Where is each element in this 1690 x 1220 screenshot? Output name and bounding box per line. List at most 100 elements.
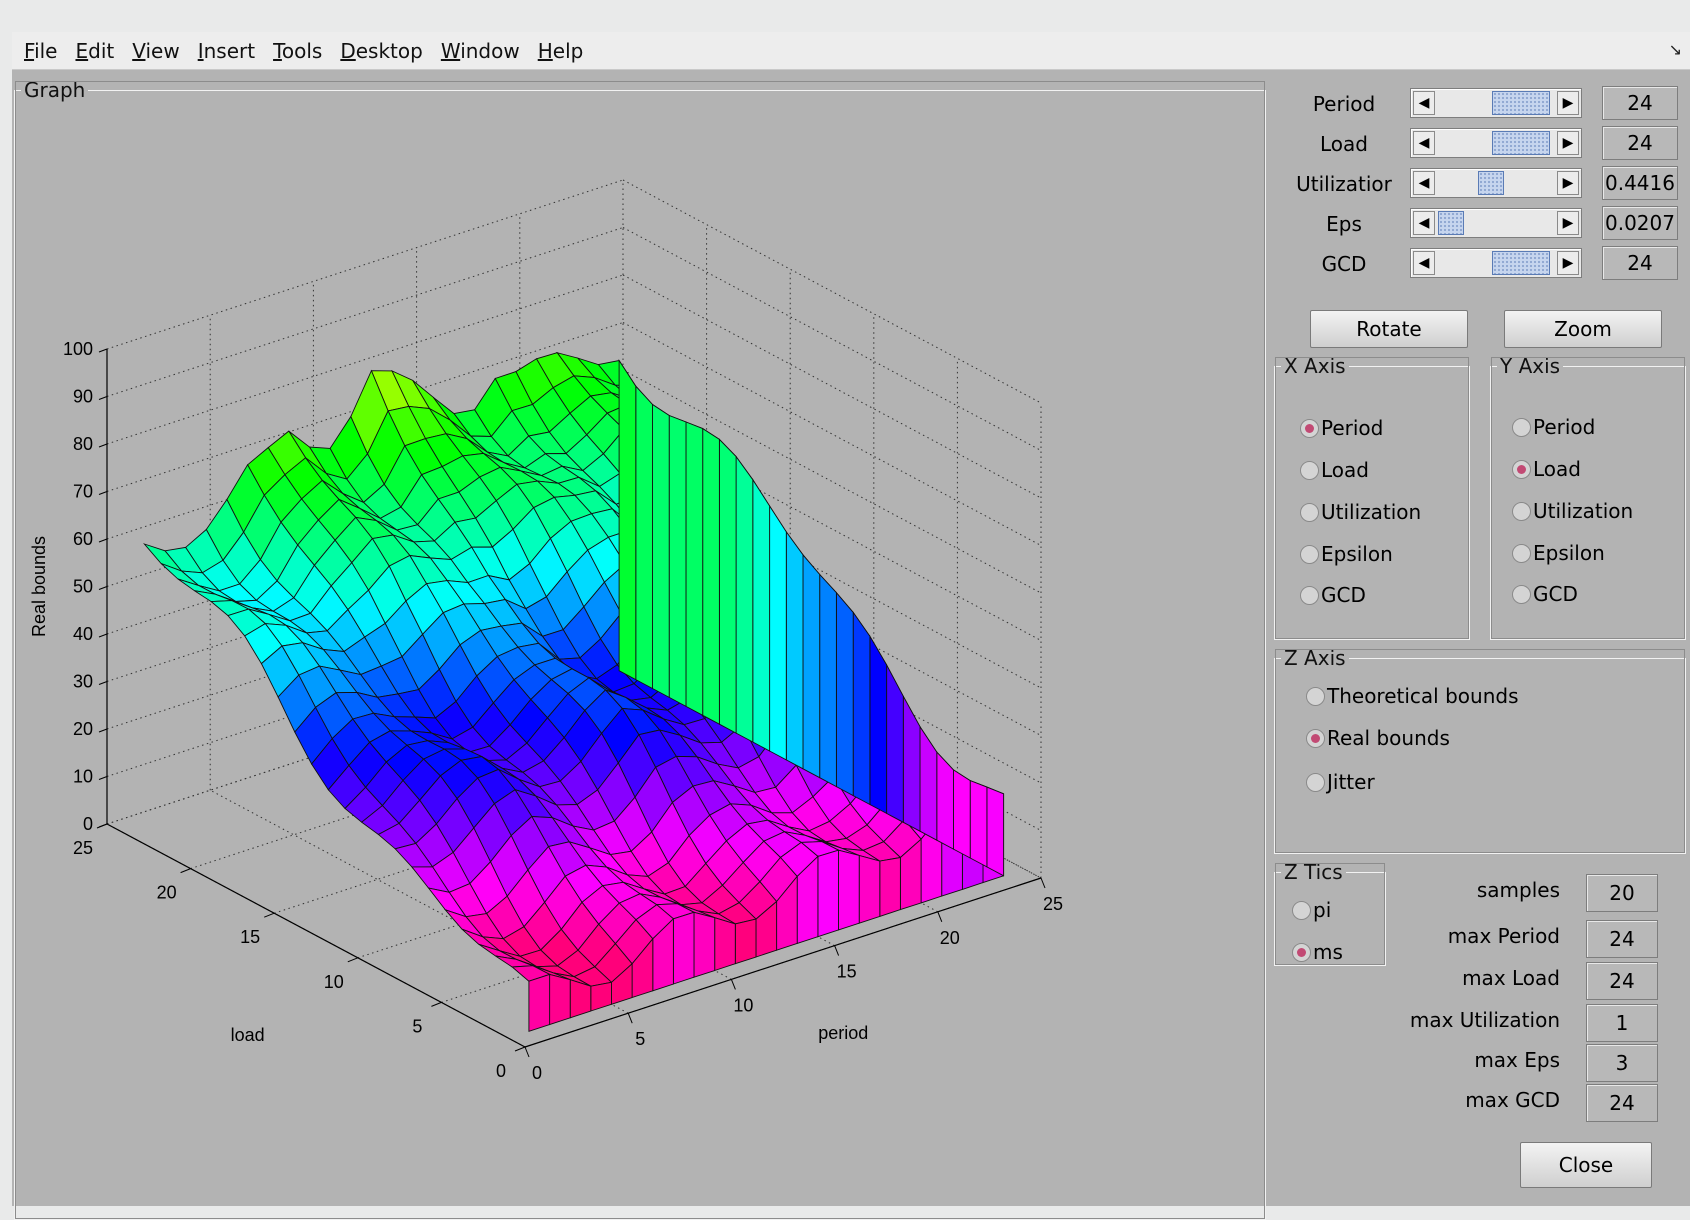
z-tick-mark	[98, 633, 108, 638]
menu-window[interactable]: Window	[440, 38, 520, 63]
radio-label: Utilization	[1533, 499, 1634, 523]
slider-left-arrow-icon[interactable]: ◀	[1413, 211, 1435, 235]
close-button[interactable]: Close	[1520, 1142, 1652, 1188]
menu-help[interactable]: Help	[537, 38, 584, 63]
radio-label: Jitter	[1327, 770, 1375, 794]
max-utilization-label: max Utilization	[1409, 1008, 1560, 1032]
menu-view[interactable]: View	[132, 38, 180, 63]
period-value[interactable]: 24	[1602, 86, 1678, 120]
z-axis-option-theoretical[interactable]: Theoretical bounds	[1306, 684, 1518, 708]
eps-slider[interactable]: ◀ ▶	[1410, 208, 1582, 238]
max-eps-field[interactable]: 3	[1586, 1044, 1658, 1082]
x-axis-option-gcd[interactable]: GCD	[1300, 583, 1366, 607]
slider-thumb[interactable]	[1437, 211, 1464, 235]
z-axis-option-real[interactable]: Real bounds	[1306, 726, 1450, 750]
radio-button[interactable]	[1306, 728, 1325, 748]
slider-right-arrow-icon[interactable]: ▶	[1557, 251, 1579, 275]
load-slider[interactable]: ◀ ▶	[1410, 128, 1582, 158]
menu-file[interactable]: File	[24, 38, 58, 63]
x-tick-mark	[627, 1013, 633, 1024]
slider-right-arrow-icon[interactable]: ▶	[1557, 211, 1579, 235]
menu-tools[interactable]: Tools	[273, 38, 323, 63]
radio-button[interactable]	[1512, 501, 1531, 521]
radio-button[interactable]	[1512, 417, 1531, 437]
slider-left-arrow-icon[interactable]: ◀	[1413, 171, 1435, 195]
undock-arrow-icon[interactable]: ↘	[1668, 40, 1682, 59]
max-gcd-label: max GCD	[1465, 1088, 1560, 1112]
slider-label-eps: Eps	[1326, 212, 1362, 236]
max-period-label: max Period	[1447, 924, 1560, 948]
utilization-slider[interactable]: ◀ ▶	[1410, 168, 1582, 198]
radio-button[interactable]	[1306, 772, 1325, 792]
z-tick-label: 50	[73, 577, 93, 597]
z-tics-group: Z Tics	[1274, 862, 1386, 966]
radio-button[interactable]	[1292, 900, 1311, 920]
max-period-field[interactable]: 24	[1586, 920, 1658, 958]
y-axis-option-epsilon[interactable]: Epsilon	[1512, 541, 1605, 565]
z-tick-label: 30	[73, 672, 93, 692]
surface-skirt	[714, 917, 736, 972]
max-load-field[interactable]: 24	[1586, 962, 1658, 1000]
gcd-slider[interactable]: ◀ ▶	[1410, 248, 1582, 278]
zoom-button[interactable]: Zoom	[1504, 310, 1662, 348]
y-tick-mark	[347, 957, 358, 963]
radio-button[interactable]	[1512, 543, 1531, 563]
slider-thumb[interactable]	[1491, 91, 1550, 115]
z-tics-option-pi[interactable]: pi	[1292, 898, 1331, 922]
slider-label-utilization: Utilizatior	[1296, 172, 1392, 196]
slider-left-arrow-icon[interactable]: ◀	[1413, 91, 1435, 115]
radio-button[interactable]	[1306, 686, 1325, 706]
samples-field[interactable]: 20	[1586, 874, 1658, 912]
slider-left-arrow-icon[interactable]: ◀	[1413, 131, 1435, 155]
rotate-button[interactable]: Rotate	[1310, 310, 1468, 348]
menu-edit[interactable]: Edit	[75, 38, 115, 63]
slider-thumb[interactable]	[1491, 251, 1550, 275]
radio-button[interactable]	[1300, 460, 1319, 480]
menu-insert[interactable]: Insert	[197, 38, 256, 63]
y-tick-label: 20	[157, 883, 177, 903]
surface-plot[interactable]: 0 10 20 30 40 50 60 70 80 90 100 0 5 10 15 20 25 0 5 10 15 20…	[15, 100, 1265, 1210]
radio-label: ms	[1313, 940, 1343, 964]
z-axis-group: Z Axis	[1274, 648, 1686, 854]
x-axis-group-title: X Axis	[1284, 354, 1346, 378]
menu-desktop[interactable]: Desktop	[340, 38, 423, 63]
surface-skirt	[718, 438, 737, 734]
radio-button[interactable]	[1300, 502, 1319, 522]
max-gcd-field[interactable]: 24	[1586, 1084, 1658, 1122]
y-tick-label: 0	[496, 1061, 506, 1081]
slider-thumb[interactable]	[1491, 131, 1550, 155]
z-tics-option-ms[interactable]: ms	[1292, 940, 1343, 964]
slider-right-arrow-icon[interactable]: ▶	[1557, 91, 1579, 115]
y-axis-option-load[interactable]: Load	[1512, 457, 1581, 481]
max-utilization-field[interactable]: 1	[1586, 1004, 1658, 1042]
x-tick-mark	[937, 911, 943, 922]
radio-button[interactable]	[1512, 459, 1531, 479]
y-axis-option-gcd[interactable]: GCD	[1512, 582, 1578, 606]
radio-button[interactable]	[1512, 584, 1531, 604]
x-axis-option-load[interactable]: Load	[1300, 458, 1369, 482]
z-tick-label: 90	[73, 387, 93, 407]
x-axis-option-period[interactable]: Period	[1300, 416, 1383, 440]
graph-panel: Graph 0 10 20 30 40 50 60 70 80 90 100 0 5 10 15 20 25 0 5…	[14, 80, 1266, 1220]
slider-thumb[interactable]	[1478, 171, 1505, 195]
y-axis-option-period[interactable]: Period	[1512, 415, 1595, 439]
z-axis-option-jitter[interactable]: Jitter	[1306, 770, 1375, 794]
slider-left-arrow-icon[interactable]: ◀	[1413, 251, 1435, 275]
slider-right-arrow-icon[interactable]: ▶	[1557, 171, 1579, 195]
y-axis-option-utilization[interactable]: Utilization	[1512, 499, 1633, 523]
eps-value[interactable]: 0.0207	[1602, 206, 1678, 240]
slider-right-arrow-icon[interactable]: ▶	[1557, 131, 1579, 155]
period-slider[interactable]: ◀ ▶	[1410, 88, 1582, 118]
x-axis-option-epsilon[interactable]: Epsilon	[1300, 542, 1393, 566]
radio-label: Utilization	[1321, 500, 1422, 524]
radio-button[interactable]	[1300, 418, 1319, 438]
load-value[interactable]: 24	[1602, 126, 1678, 160]
radio-button[interactable]	[1300, 544, 1319, 564]
utilization-value[interactable]: 0.4416	[1602, 166, 1678, 200]
x-axis-option-utilization[interactable]: Utilization	[1300, 500, 1421, 524]
radio-button[interactable]	[1300, 585, 1319, 605]
z-tick-label: 60	[73, 529, 93, 549]
gcd-value[interactable]: 24	[1602, 246, 1678, 280]
radio-button[interactable]	[1292, 942, 1311, 962]
z-axis-label: Real bounds	[29, 536, 49, 637]
